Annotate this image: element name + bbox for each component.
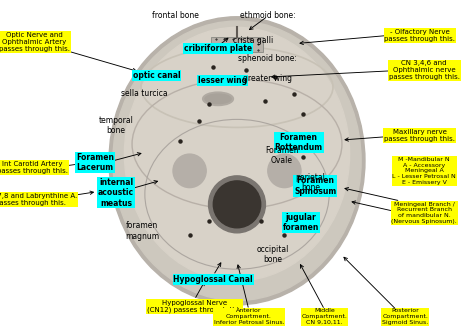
Ellipse shape <box>113 21 361 300</box>
Text: Hypoglossal Canal: Hypoglossal Canal <box>173 275 253 284</box>
Text: Foramen
Rottendum: Foramen Rottendum <box>274 133 323 152</box>
Text: - Olfactory Nerve
passes through this.: - Olfactory Nerve passes through this. <box>384 29 456 42</box>
Ellipse shape <box>268 154 301 188</box>
Ellipse shape <box>109 17 365 305</box>
Text: CN 7,8 and Labrynthine A.
passes through this.: CN 7,8 and Labrynthine A. passes through… <box>0 193 77 206</box>
Text: sella turcica: sella turcica <box>121 89 168 98</box>
Ellipse shape <box>124 27 350 281</box>
FancyBboxPatch shape <box>211 37 263 52</box>
Text: optic canal: optic canal <box>133 71 180 80</box>
Text: Hypoglossal Nerve
(CN12) passes through this: Hypoglossal Nerve (CN12) passes through … <box>146 300 242 313</box>
Text: M -Mandibular N
A - Accessory
Meningeal A
L - Lesser Petrosal N
E - Emissery V: M -Mandibular N A - Accessory Meningeal … <box>392 157 456 185</box>
Text: frontal bone: frontal bone <box>152 11 199 19</box>
Text: crista galli: crista galli <box>234 36 273 45</box>
Text: foramen
magnum: foramen magnum <box>125 221 159 241</box>
Text: Posterior
Compartment.
Sigmoid Sinus.: Posterior Compartment. Sigmoid Sinus. <box>382 308 428 325</box>
Text: internal
acoustic
meatus: internal acoustic meatus <box>98 178 134 207</box>
Text: Foramen
Lacerum: Foramen Lacerum <box>76 153 114 172</box>
Text: cribriform plate: cribriform plate <box>184 44 252 53</box>
Ellipse shape <box>173 154 206 188</box>
Text: CN 3,4,6 and
Ophthalmic nerve
passes through this.: CN 3,4,6 and Ophthalmic nerve passes thr… <box>389 60 460 80</box>
Ellipse shape <box>203 92 234 106</box>
Text: greater wing: greater wing <box>243 74 292 83</box>
Text: Foramen
Ovale: Foramen Ovale <box>265 146 299 165</box>
Text: Optic Nerve and
Ophthalmic Artery
passes through this.: Optic Nerve and Ophthalmic Artery passes… <box>0 32 70 52</box>
Text: Foramen
Spinosum: Foramen Spinosum <box>294 176 337 196</box>
Text: parietal
bone: parietal bone <box>295 173 326 192</box>
Ellipse shape <box>209 176 265 233</box>
Text: sphenoid bone:: sphenoid bone: <box>238 54 297 63</box>
Text: temporal
bone: temporal bone <box>99 116 134 135</box>
Text: jugular
foramen: jugular foramen <box>283 213 319 232</box>
Text: Meningeal Branch /
Recurrent Branch
of mandibular N.
(Nervous Spinosum).: Meningeal Branch / Recurrent Branch of m… <box>392 202 457 224</box>
Ellipse shape <box>205 94 231 104</box>
Text: Anterior
Compartment.
Inferior Petrosal Sinus.: Anterior Compartment. Inferior Petrosal … <box>214 308 284 325</box>
Ellipse shape <box>213 181 261 228</box>
Text: Middle
Compartment.
CN 9,10,11.: Middle Compartment. CN 9,10,11. <box>302 308 347 325</box>
Text: ethmoid bone:: ethmoid bone: <box>240 11 296 19</box>
Text: occipital
bone: occipital bone <box>256 245 289 264</box>
Text: Maxillary nerve
passes through this.: Maxillary nerve passes through this. <box>384 129 455 142</box>
Text: lesser wing: lesser wing <box>198 76 247 85</box>
Text: Int Carotid Artery
passes through this.: Int Carotid Artery passes through this. <box>0 161 68 174</box>
